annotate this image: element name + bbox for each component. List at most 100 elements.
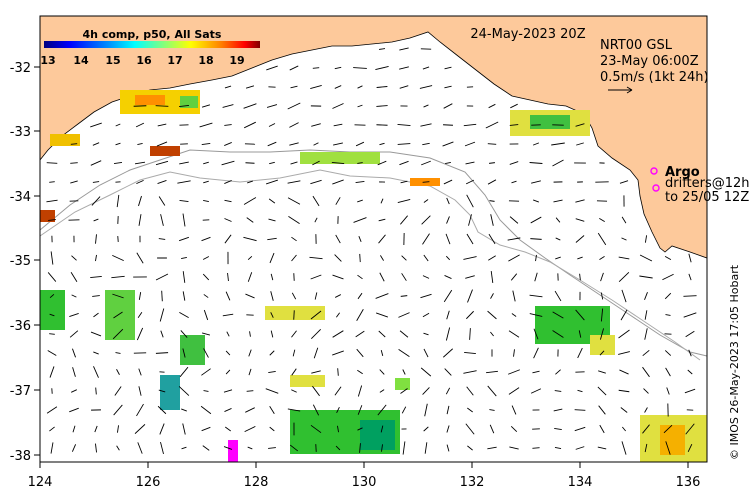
current-arrow <box>116 194 120 208</box>
current-arrow <box>358 235 362 243</box>
current-arrow <box>90 276 102 278</box>
current-arrow <box>379 389 385 393</box>
current-arrow <box>535 254 537 262</box>
current-arrow <box>531 180 541 184</box>
current-arrow <box>444 66 452 70</box>
current-arrow <box>600 272 604 282</box>
current-arrow <box>618 351 630 355</box>
current-arrow <box>289 444 299 452</box>
current-arrow <box>243 236 257 242</box>
current-arrow <box>288 215 300 225</box>
current-arrow <box>442 141 454 147</box>
current-arrow <box>93 366 99 378</box>
current-arrow <box>378 330 386 338</box>
current-arrow <box>357 199 363 203</box>
colorbar-gradient <box>44 41 260 48</box>
current-arrow <box>177 180 191 184</box>
current-arrow <box>446 405 450 415</box>
current-arrow <box>179 366 189 378</box>
current-arrow <box>489 200 495 202</box>
current-arrow <box>247 180 253 184</box>
current-arrow <box>574 409 586 411</box>
colorbar-tick: 14 <box>73 54 89 67</box>
current-arrow <box>95 254 97 262</box>
scale-label: 0.5m/s (1kt 24h) <box>600 70 709 85</box>
current-arrow <box>399 47 409 51</box>
current-arrow <box>487 179 497 185</box>
current-arrow <box>293 310 295 320</box>
y-tick-label: -37 <box>10 384 31 399</box>
current-arrow <box>334 85 342 89</box>
y-tick-label: -36 <box>10 319 31 334</box>
current-arrow <box>202 273 210 281</box>
current-arrow <box>90 331 102 337</box>
current-arrow <box>46 199 58 203</box>
current-arrow <box>488 103 496 109</box>
current-arrow <box>334 386 342 396</box>
current-arrow <box>355 330 365 338</box>
current-arrow <box>530 238 542 240</box>
current-arrow <box>551 142 565 146</box>
current-arrow <box>49 313 55 317</box>
current-arrow <box>201 426 211 432</box>
current-arrow <box>423 254 429 262</box>
current-arrow <box>376 105 388 107</box>
current-arrow <box>620 407 628 413</box>
current-arrow <box>507 237 521 241</box>
current-arrow <box>92 142 100 146</box>
current-arrow <box>512 290 516 302</box>
current-arrow <box>46 406 58 414</box>
current-arrow <box>332 274 344 280</box>
current-arrow <box>621 426 627 432</box>
current-arrow <box>465 275 475 279</box>
current-arrow <box>269 161 275 165</box>
current-arrow <box>311 329 321 339</box>
current-arrow <box>685 330 695 338</box>
current-arrow <box>597 446 607 450</box>
y-tick-label: -33 <box>10 125 31 140</box>
current-arrow <box>179 312 189 318</box>
current-arrow <box>357 385 363 397</box>
current-arrow <box>446 197 450 205</box>
current-arrow <box>309 256 323 260</box>
x-axis: 124 126 128 130 132 134 136 <box>28 462 700 490</box>
current-arrow <box>511 313 517 317</box>
current-arrow <box>486 370 498 374</box>
current-arrow <box>576 142 584 146</box>
current-arrow <box>337 368 339 376</box>
current-arrow <box>467 445 473 451</box>
current-arrow <box>287 197 301 205</box>
current-arrow <box>155 352 169 354</box>
current-arrow <box>575 123 585 127</box>
current-arrow <box>334 294 342 298</box>
current-arrow <box>423 426 429 432</box>
credit-text: © IMOS 26-May-2023 17:05 Hobart <box>728 264 741 460</box>
current-arrow <box>465 179 475 185</box>
colorbar-tick: 17 <box>167 54 182 67</box>
current-arrow <box>248 368 252 376</box>
x-tick-label: 134 <box>568 475 593 490</box>
current-arrow <box>397 143 411 145</box>
current-arrow <box>357 274 363 280</box>
current-arrow <box>116 445 120 451</box>
current-arrow <box>489 409 495 411</box>
current-arrow <box>684 388 696 394</box>
current-arrow <box>158 238 166 240</box>
current-arrow <box>203 180 209 184</box>
current-arrow <box>419 85 433 89</box>
current-arrow <box>331 162 345 164</box>
current-arrow <box>246 390 254 392</box>
current-arrow <box>533 199 539 203</box>
current-arrow <box>71 389 77 393</box>
argo-marker <box>652 184 660 192</box>
current-arrow <box>160 214 164 226</box>
current-arrow <box>72 348 76 358</box>
current-arrow <box>291 254 297 262</box>
current-arrow <box>289 142 299 146</box>
x-tick-label: 128 <box>244 475 269 490</box>
current-arrow <box>488 255 496 261</box>
current-arrow <box>490 331 494 337</box>
current-arrow <box>314 292 318 300</box>
current-arrow <box>71 255 77 261</box>
current-arrow <box>399 85 409 89</box>
